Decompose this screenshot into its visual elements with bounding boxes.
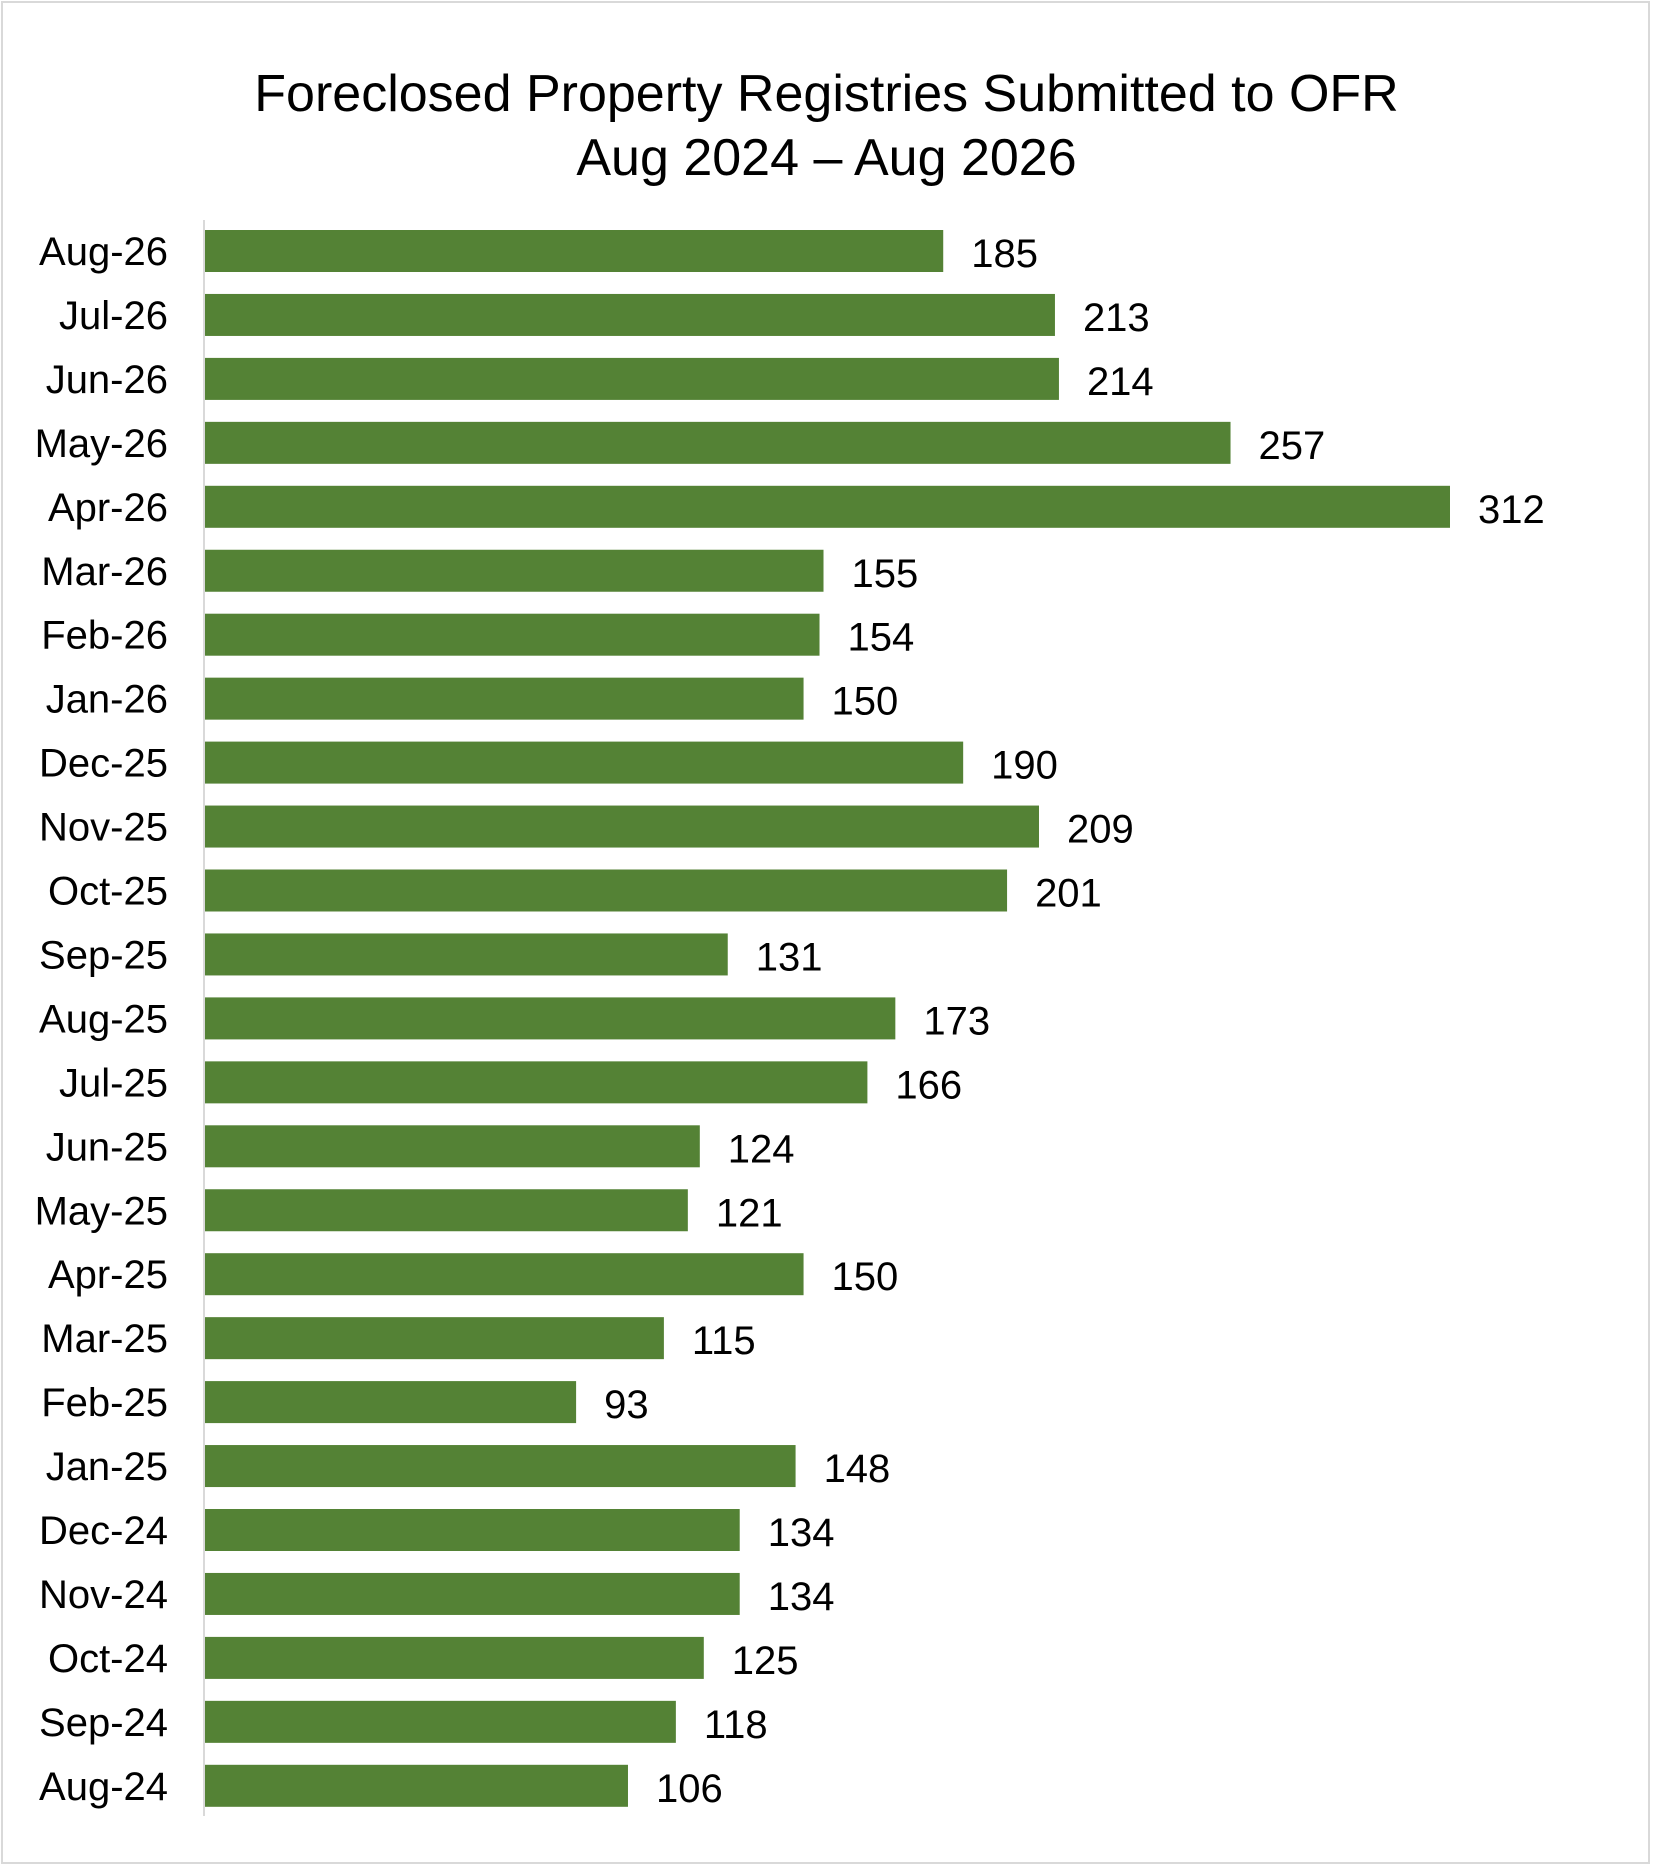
- bar-jun-26: [205, 357, 1059, 400]
- data-label: 190: [991, 744, 1058, 788]
- data-label: 155: [852, 552, 919, 596]
- bar-mar-25: [205, 1317, 664, 1360]
- data-label: 173: [923, 999, 990, 1043]
- category-label: Jul-26: [59, 294, 168, 338]
- data-label: 166: [895, 1063, 962, 1107]
- category-label: Jun-26: [46, 358, 168, 402]
- data-label: 213: [1083, 296, 1150, 340]
- bar-oct-24: [205, 1636, 704, 1679]
- bar-jan-26: [205, 677, 804, 720]
- category-label: Oct-24: [48, 1637, 168, 1681]
- bars-group: Aug-26 185 Jul-26 213 Jun-26 214 May-26 257 Apr-…: [35, 230, 1545, 1811]
- data-label: 115: [692, 1319, 756, 1363]
- data-label: 134: [768, 1511, 835, 1555]
- data-label: 134: [768, 1575, 835, 1619]
- category-label: Apr-25: [48, 1253, 168, 1297]
- bar-dec-25: [205, 741, 964, 784]
- category-label: Jan-26: [46, 678, 168, 722]
- bar-nov-24: [205, 1572, 740, 1615]
- category-label: Dec-24: [39, 1509, 168, 1553]
- data-label: 150: [832, 680, 899, 724]
- bar-sep-25: [205, 933, 728, 976]
- bar-may-26: [205, 421, 1231, 464]
- category-label: Sep-25: [39, 933, 168, 977]
- category-label: Oct-25: [48, 870, 168, 914]
- bar-dec-24: [205, 1509, 740, 1551]
- bar-sep-24: [205, 1700, 676, 1743]
- bar-aug-26: [205, 230, 944, 272]
- bar-jul-25: [205, 1061, 868, 1104]
- category-label: Mar-26: [41, 550, 168, 594]
- data-label: 93: [604, 1383, 649, 1427]
- data-label: 312: [1478, 488, 1545, 532]
- bar-feb-25: [205, 1381, 577, 1424]
- data-label: 124: [728, 1127, 795, 1171]
- chart-title-block: Foreclosed Property Registries Submitted…: [0, 62, 1653, 190]
- category-label: Aug-24: [39, 1765, 168, 1809]
- data-label: 257: [1259, 424, 1326, 468]
- bar-aug-24: [205, 1764, 628, 1807]
- bar-apr-26: [205, 485, 1450, 528]
- chart-title: Foreclosed Property Registries Submitted…: [254, 65, 1399, 123]
- bar-jul-26: [205, 293, 1055, 336]
- category-label: Nov-25: [39, 806, 168, 850]
- data-label: 121: [716, 1191, 783, 1235]
- category-label: Aug-26: [39, 230, 168, 274]
- bar-oct-25: [205, 869, 1008, 912]
- bar-jun-25: [205, 1125, 700, 1168]
- category-label: Dec-25: [39, 742, 168, 786]
- category-label: Mar-25: [41, 1317, 168, 1361]
- data-label: 125: [732, 1639, 799, 1683]
- data-label: 148: [824, 1447, 891, 1491]
- category-label: Feb-25: [41, 1381, 168, 1425]
- data-label: 209: [1067, 808, 1134, 852]
- category-label: Jul-25: [59, 1061, 168, 1105]
- bar-jan-25: [205, 1445, 796, 1488]
- data-label: 201: [1035, 872, 1102, 916]
- data-label: 150: [832, 1255, 899, 1299]
- bar-feb-26: [205, 613, 820, 656]
- category-label: May-25: [35, 1189, 168, 1233]
- chart-subtitle: Aug 2024 – Aug 2026: [576, 129, 1077, 187]
- bar-aug-25: [205, 997, 896, 1040]
- data-label: 118: [704, 1703, 768, 1747]
- data-label: 185: [971, 232, 1038, 276]
- bar-nov-25: [205, 805, 1039, 848]
- data-label: 131: [756, 935, 823, 979]
- data-label: 106: [656, 1767, 723, 1811]
- bar-mar-26: [205, 549, 824, 592]
- category-label: Sep-24: [39, 1701, 168, 1745]
- category-label: Jan-25: [46, 1445, 168, 1489]
- category-label: Feb-26: [41, 614, 168, 658]
- category-label: Jun-25: [46, 1125, 168, 1169]
- data-label: 154: [848, 616, 915, 660]
- bar-apr-25: [205, 1253, 804, 1296]
- category-label: Apr-26: [48, 486, 168, 530]
- category-label: Nov-24: [39, 1573, 168, 1617]
- category-label: May-26: [35, 422, 168, 466]
- bar-may-25: [205, 1189, 688, 1232]
- data-label: 214: [1087, 360, 1154, 404]
- category-label: Aug-25: [39, 997, 168, 1041]
